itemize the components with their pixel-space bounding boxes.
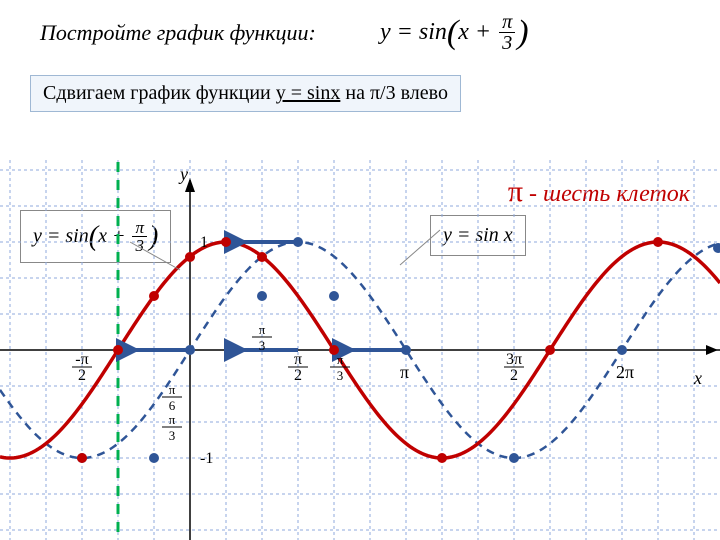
svg-text:3: 3 bbox=[259, 338, 266, 353]
svg-text:2: 2 bbox=[78, 367, 86, 384]
page-title: Постройте график функции: bbox=[40, 20, 316, 46]
svg-text:2: 2 bbox=[294, 367, 302, 384]
svg-text:π: π bbox=[169, 382, 176, 397]
main-formula: y = sin (x + π3 ) bbox=[380, 12, 529, 54]
svg-text:3: 3 bbox=[337, 368, 344, 383]
svg-text:x: x bbox=[693, 368, 702, 388]
svg-text:-1: -1 bbox=[200, 450, 213, 467]
svg-text:y: y bbox=[178, 164, 188, 184]
svg-text:π: π bbox=[400, 362, 409, 382]
svg-text:2: 2 bbox=[510, 367, 518, 384]
svg-text:6: 6 bbox=[169, 398, 176, 413]
svg-text:3: 3 bbox=[169, 428, 176, 443]
svg-text:π: π bbox=[337, 352, 344, 367]
svg-text:2π: 2π bbox=[616, 362, 634, 382]
svg-text:π: π bbox=[294, 351, 302, 368]
svg-text:π: π bbox=[169, 412, 176, 427]
svg-text:-π: -π bbox=[75, 351, 88, 368]
svg-text:π: π bbox=[259, 322, 266, 337]
svg-text:3π: 3π bbox=[506, 351, 522, 368]
chart-svg: 1-1y-π2π6π3π3π2π3π3π22πx bbox=[0, 160, 720, 540]
subtitle-box: Сдвигаем график функции y = sinx на π/3 … bbox=[30, 75, 461, 112]
svg-text:1: 1 bbox=[200, 234, 208, 251]
